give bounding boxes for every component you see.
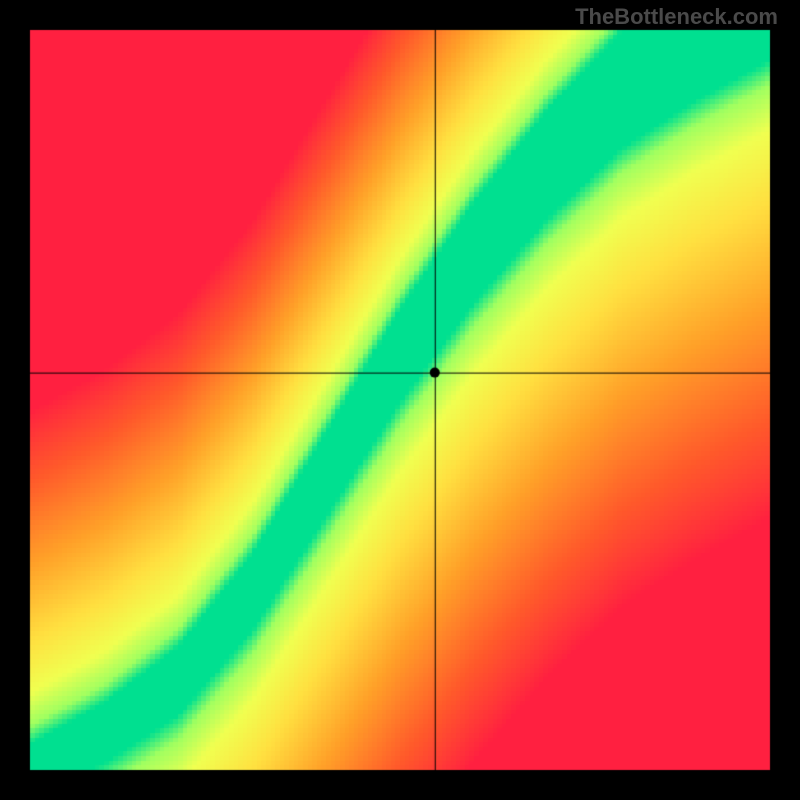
bottleneck-heatmap [0,0,800,800]
chart-container: TheBottleneck.com [0,0,800,800]
watermark-text: TheBottleneck.com [575,4,778,30]
